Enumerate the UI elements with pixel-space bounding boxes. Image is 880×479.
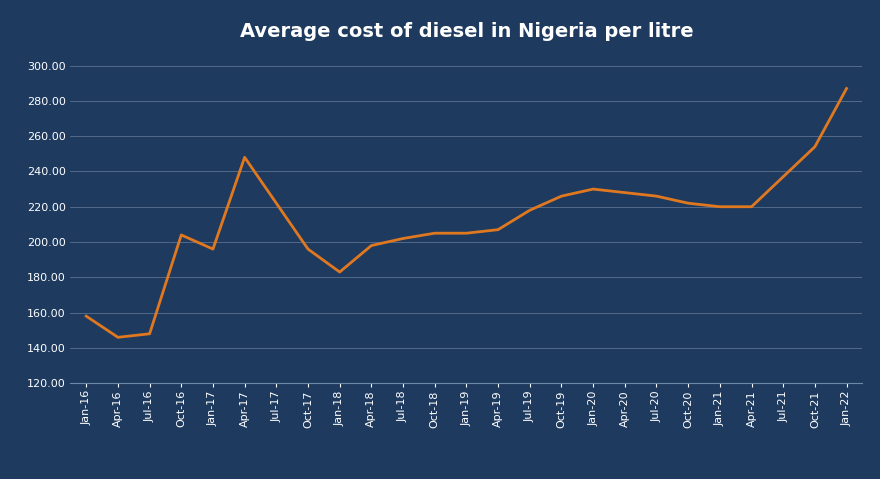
Title: Average cost of diesel in Nigeria per litre: Average cost of diesel in Nigeria per li… — [239, 22, 693, 41]
